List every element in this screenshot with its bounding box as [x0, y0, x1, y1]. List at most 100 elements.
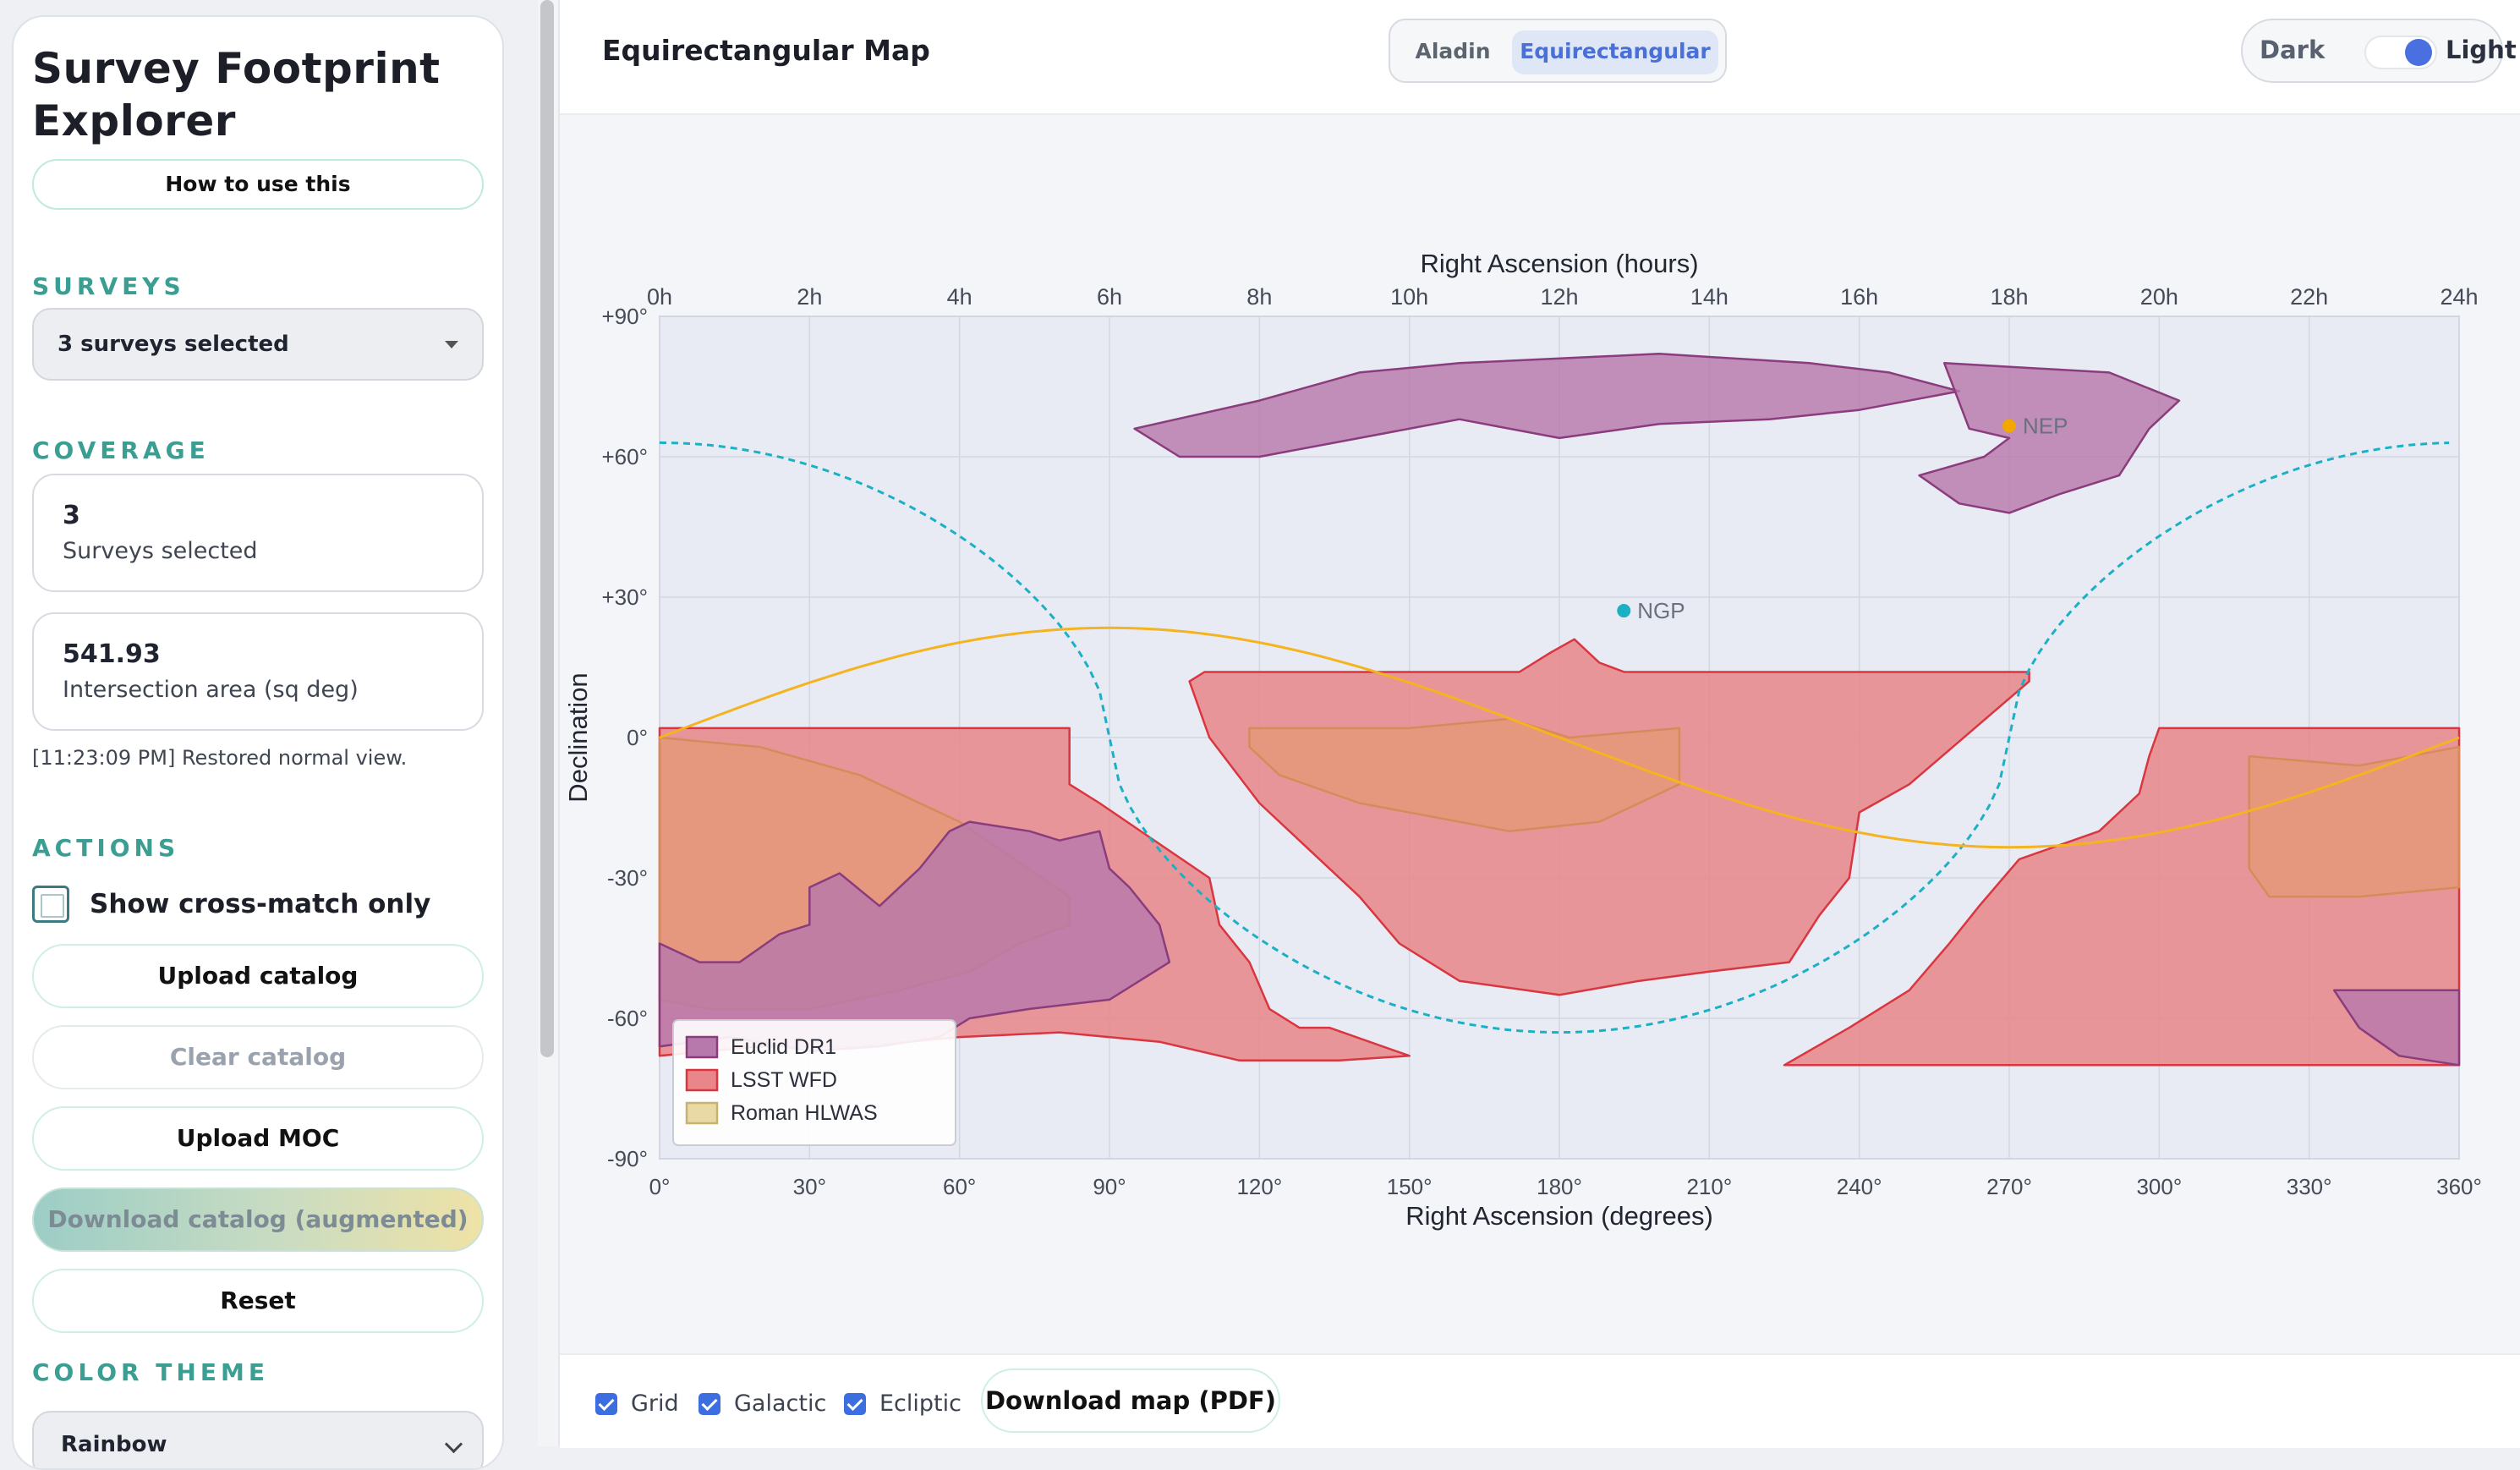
legend-swatch [685, 1101, 719, 1125]
hour-tick-label: 14h [1690, 284, 1728, 310]
y-tick-label: +90° [601, 304, 648, 329]
surveys-selected-card: 3 Surveys selected [32, 474, 484, 592]
download-catalog-button[interactable]: Download catalog (augmented) [32, 1188, 484, 1252]
intersection-area-value: 541.93 [63, 639, 161, 669]
upload-catalog-button[interactable]: Upload catalog [32, 944, 484, 1008]
legend-swatch [685, 1068, 719, 1092]
x-tick-label: 210° [1686, 1174, 1732, 1199]
map-area: NGP NEP 0° 30° 60° 90° 120° 150° 180° 210° 240° 270… [560, 115, 2520, 1353]
footprint-roman-hlwas [1248, 717, 1681, 832]
x-tick-label: 90° [1093, 1174, 1126, 1199]
top-axis-title: Right Ascension (hours) [1420, 249, 1698, 278]
hour-tick-label: 12h [1540, 284, 1578, 310]
legend-label: LSST WFD [731, 1068, 837, 1092]
color-theme-value: Rainbow [61, 1432, 167, 1457]
x-tick-label: 180° [1537, 1174, 1582, 1199]
footprint-euclid-dr1 [658, 820, 1171, 1052]
y-tick-label: -60° [607, 1006, 648, 1031]
reset-button[interactable]: Reset [32, 1269, 484, 1333]
hour-tick-label: 4h [947, 284, 972, 310]
x-tick-label: 60° [943, 1174, 976, 1199]
hour-tick-label: 24h [2440, 284, 2478, 310]
sidebar-scrollbar[interactable] [538, 0, 558, 1446]
ecliptic-toggle[interactable]: Ecliptic [844, 1390, 961, 1417]
footprint-map[interactable]: NGP NEP 0° 30° 60° 90° 120° 150° 180° 210° 240° 270… [560, 115, 2520, 1353]
pole-marker-nep [2002, 419, 2016, 433]
x-tick-label: 30° [793, 1174, 826, 1199]
crossmatch-label: Show cross-match only [90, 889, 431, 919]
tab-aladin[interactable]: Aladin [1415, 39, 1491, 63]
legend-label: Roman HLWAS [731, 1101, 878, 1125]
legend-swatch [685, 1035, 719, 1059]
view-switcher: Aladin Equirectangular [1389, 19, 1727, 83]
ecliptic-label: Ecliptic [879, 1390, 961, 1417]
main-panel: Equirectangular Map Aladin Equirectangul… [558, 0, 2520, 1448]
surveys-select-value: 3 surveys selected [58, 332, 289, 357]
x-axis-title: Right Ascension (degrees) [1405, 1201, 1713, 1231]
galactic-plane-line [659, 441, 2450, 1034]
x-tick-label: 150° [1387, 1174, 1433, 1199]
theme-switch[interactable] [2364, 36, 2437, 69]
sidebar: Survey Footprint Explorer How to use thi… [12, 15, 504, 1470]
ecliptic-checkbox[interactable] [844, 1392, 866, 1415]
hour-tick-label: 20h [2140, 284, 2178, 310]
galactic-label: Galactic [734, 1390, 827, 1417]
clear-catalog-button[interactable]: Clear catalog [32, 1025, 484, 1089]
surveys-heading: SURVEYS [32, 272, 185, 300]
y-tick-label: +60° [601, 444, 648, 469]
intersection-area-card: 541.93 Intersection area (sq deg) [32, 612, 484, 731]
chevron-down-icon [445, 341, 458, 348]
galactic-toggle[interactable]: Galactic [698, 1390, 826, 1417]
surveys-select[interactable]: 3 surveys selected [32, 308, 484, 381]
actions-heading: ACTIONS [32, 834, 180, 862]
hour-tick-label: 22h [2290, 284, 2328, 310]
galactic-checkbox[interactable] [698, 1392, 720, 1415]
x-tick-label: 120° [1236, 1174, 1282, 1199]
theme-dark-label: Dark [2260, 36, 2326, 64]
grid-toggle[interactable]: Grid [595, 1390, 679, 1417]
grid-label: Grid [631, 1390, 679, 1417]
x-tick-label: 270° [1986, 1174, 2032, 1199]
hour-tick-label: 18h [1990, 284, 2028, 310]
legend-label: Euclid DR1 [731, 1035, 836, 1059]
y-tick-label: 0° [627, 725, 648, 750]
theme-toggle[interactable]: Dark Light [2241, 19, 2517, 83]
y-axis-title: Declination [563, 672, 593, 802]
app-title: Survey Footprint Explorer [32, 44, 441, 145]
hour-tick-label: 10h [1390, 284, 1428, 310]
y-tick-label: -90° [607, 1146, 648, 1171]
crossmatch-checkbox[interactable] [32, 886, 69, 923]
theme-switch-knob [2405, 39, 2432, 66]
status-log: [11:23:09 PM] Restored normal view. [32, 746, 408, 770]
y-tick-label: -30° [607, 865, 648, 891]
x-tick-label: 0° [649, 1174, 671, 1199]
hour-tick-label: 2h [797, 284, 822, 310]
hour-tick-label: 8h [1246, 284, 1272, 310]
intersection-area-label: Intersection area (sq deg) [63, 677, 359, 703]
how-to-use-button[interactable]: How to use this [32, 159, 484, 210]
surveys-selected-label: Surveys selected [63, 538, 258, 564]
x-tick-label: 300° [2136, 1174, 2182, 1199]
map-header: Equirectangular Map Aladin Equirectangul… [560, 0, 2520, 115]
scrollbar-thumb[interactable] [540, 0, 554, 1057]
grid-checkbox[interactable] [595, 1392, 617, 1415]
download-map-button[interactable]: Download map (PDF) [981, 1369, 1280, 1433]
hour-tick-label: 16h [1840, 284, 1878, 310]
map-title: Equirectangular Map [602, 34, 930, 67]
color-theme-select[interactable]: Rainbow [32, 1411, 484, 1468]
footprint-euclid-dr1 [1133, 353, 1961, 458]
footprint-euclid-dr1 [1918, 362, 2181, 514]
tab-equirectangular[interactable]: Equirectangular [1512, 30, 1718, 74]
ecliptic-line [659, 626, 2460, 849]
pole-marker-ngp [1617, 604, 1631, 618]
y-tick-label: +30° [601, 584, 648, 610]
footprint-roman-hlwas [2248, 745, 2461, 898]
theme-light-label: Light [2446, 36, 2517, 64]
map-controls: Grid Galactic Ecliptic Download map (PDF… [560, 1353, 2520, 1448]
crossmatch-toggle[interactable]: Show cross-match only [32, 883, 430, 925]
coverage-heading: COVERAGE [32, 436, 210, 464]
x-tick-label: 330° [2287, 1174, 2332, 1199]
upload-moc-button[interactable]: Upload MOC [32, 1106, 484, 1171]
surveys-selected-value: 3 [63, 501, 80, 530]
color-theme-heading: COLOR THEME [32, 1358, 269, 1386]
